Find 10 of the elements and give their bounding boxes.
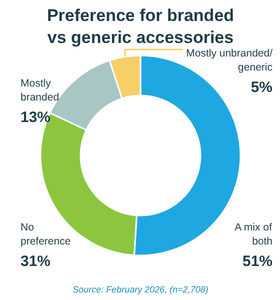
data-label: 13% bbox=[20, 109, 51, 126]
slice-label: A mix of both bbox=[234, 222, 273, 248]
data-label: 51% bbox=[242, 253, 273, 270]
chart-title: Preference for branded vs generic accessories bbox=[46, 6, 234, 47]
slice-label: Mostly branded bbox=[20, 78, 60, 104]
source-note: Source: February 2026, (n=2,708) bbox=[72, 284, 208, 294]
data-label: 5% bbox=[250, 79, 273, 96]
data-label: 31% bbox=[20, 253, 51, 270]
slice-label: No preference bbox=[20, 222, 71, 248]
slice-label: Mostly unbranded/ generic bbox=[186, 48, 273, 74]
